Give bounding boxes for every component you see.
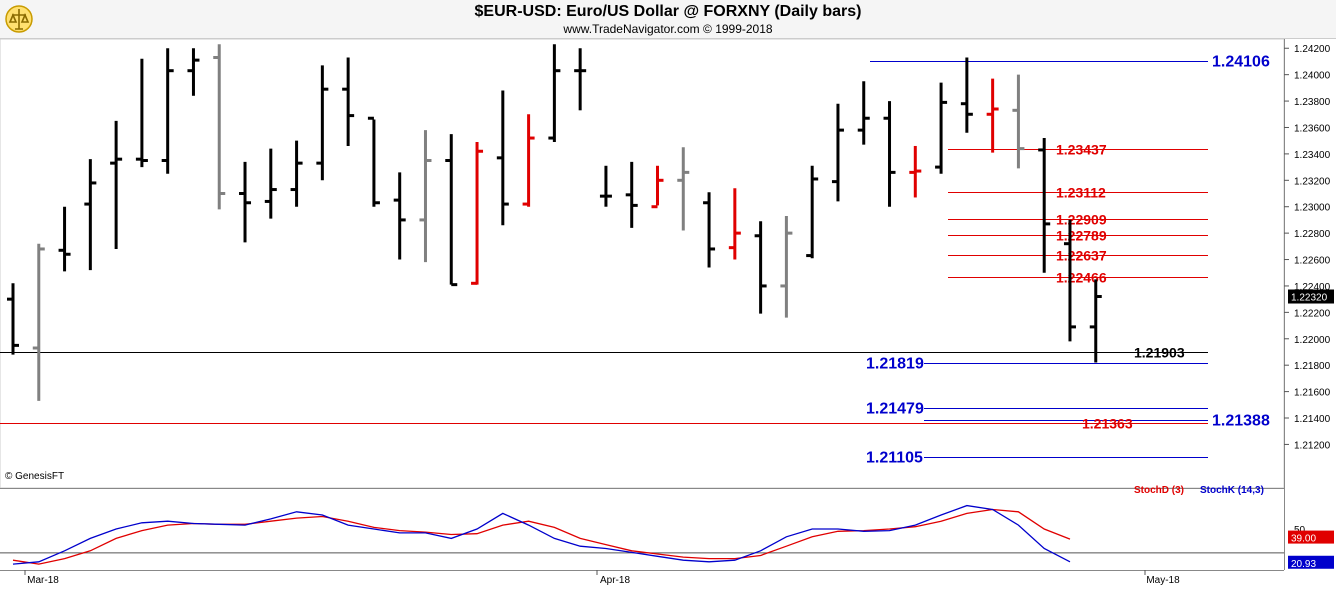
price-bar — [677, 147, 690, 231]
stoch-d-tag — [1288, 530, 1334, 544]
price-bar — [110, 120, 123, 249]
price-bar — [58, 206, 71, 272]
stoch-k-legend: StochK (14,3) — [1200, 485, 1264, 496]
price-bar — [651, 165, 664, 209]
price-bar — [522, 114, 535, 207]
price-tick-label: 1.22000 — [1294, 335, 1331, 346]
level-label: 1.21363 — [1082, 416, 1133, 432]
price-bar — [342, 57, 355, 146]
price-bar — [780, 215, 793, 318]
price-bar — [393, 172, 406, 260]
price-bar — [831, 103, 844, 202]
level-label: 1.22789 — [1056, 228, 1107, 244]
price-bar — [496, 90, 509, 226]
price-tick-label: 1.24000 — [1294, 71, 1331, 82]
price-bar — [548, 44, 561, 143]
price-bar — [1038, 138, 1051, 273]
stoch-d-value: 39.00 — [1291, 534, 1316, 545]
stoch-d-legend: StochD (3) — [1134, 485, 1184, 496]
price-tick-label: 1.22200 — [1294, 308, 1331, 319]
price-tick-label: 1.23400 — [1294, 150, 1331, 161]
x-tick-label: Apr-18 — [600, 575, 630, 586]
stoch-axis-label: 50 — [1294, 525, 1306, 536]
stoch-k-line — [12, 504, 1071, 565]
price-bar — [290, 140, 303, 207]
x-tick-label: May-18 — [1146, 575, 1180, 586]
level-label: 1.21903 — [1134, 345, 1185, 361]
price-bar — [806, 165, 819, 259]
price-tick-label: 1.23200 — [1294, 176, 1331, 187]
price-bar — [986, 78, 999, 153]
chart-subtitle: www.TradeNavigator.com © 1999-2018 — [563, 22, 773, 36]
price-bar — [703, 192, 716, 268]
price-bar — [960, 57, 973, 133]
price-tick-label: 1.21200 — [1294, 440, 1331, 451]
price-bar — [32, 243, 45, 401]
level-label: 1.23437 — [1056, 142, 1107, 158]
current-price-label: 1.22320 — [1291, 293, 1328, 304]
price-bar — [1089, 279, 1102, 363]
watermark: © GenesisFT — [5, 471, 64, 482]
price-bar — [7, 283, 19, 355]
level-label: 1.21105 — [866, 450, 923, 467]
price-bar — [264, 148, 277, 219]
stoch-k-value: 20.93 — [1291, 559, 1316, 570]
genesis-logo-icon — [4, 4, 34, 34]
price-bar — [445, 134, 458, 287]
level-label: 1.22466 — [1056, 270, 1107, 286]
price-tick-label: 1.21800 — [1294, 361, 1331, 372]
price-tick-label: 1.23000 — [1294, 203, 1331, 214]
price-tick-label: 1.23600 — [1294, 123, 1331, 134]
level-label: 1.24106 — [1212, 54, 1270, 71]
price-bar — [161, 48, 174, 174]
stoch-k-tag — [1288, 555, 1334, 569]
price-bar — [84, 159, 97, 271]
price-bar — [213, 44, 226, 210]
chart-title: $EUR-USD: Euro/US Dollar @ FORXNY (Daily… — [474, 3, 862, 20]
level-label: 1.21388 — [1212, 413, 1270, 430]
stoch-d-line — [12, 508, 1071, 565]
price-tick-label: 1.24200 — [1294, 44, 1331, 55]
level-label: 1.22909 — [1056, 212, 1107, 228]
price-bar — [1012, 74, 1025, 169]
price-bar — [883, 101, 896, 207]
price-bar — [239, 161, 252, 243]
level-label: 1.22637 — [1056, 248, 1107, 264]
price-bar — [728, 188, 741, 260]
price-bar — [135, 58, 148, 168]
price-tick-label: 1.21400 — [1294, 414, 1331, 425]
level-label: 1.21479 — [866, 401, 924, 418]
price-bar — [419, 130, 432, 263]
price-bar — [187, 48, 200, 96]
price-bar — [471, 142, 484, 285]
price-bar — [599, 165, 612, 207]
price-bar — [574, 48, 587, 111]
price-tick-label: 1.21600 — [1294, 388, 1331, 399]
price-bar — [367, 116, 380, 207]
price-tick-label: 1.23800 — [1294, 97, 1331, 108]
price-bar — [754, 221, 767, 314]
current-price-tag — [1288, 289, 1334, 304]
price-tick-label: 1.22600 — [1294, 256, 1331, 267]
level-label: 1.23112 — [1056, 185, 1106, 201]
chart-header: $EUR-USD: Euro/US Dollar @ FORXNY (Daily… — [0, 0, 1336, 39]
price-bar — [316, 65, 329, 181]
price-bar — [909, 145, 922, 198]
price-bar — [1063, 219, 1076, 342]
level-label: 1.21819 — [866, 356, 924, 373]
price-bar — [857, 81, 870, 145]
price-bar — [935, 82, 948, 174]
price-tick-label: 1.22800 — [1294, 229, 1331, 240]
price-tick-label: 1.22400 — [1294, 282, 1331, 293]
price-bar — [625, 161, 638, 228]
x-tick-label: Mar-18 — [27, 575, 59, 586]
